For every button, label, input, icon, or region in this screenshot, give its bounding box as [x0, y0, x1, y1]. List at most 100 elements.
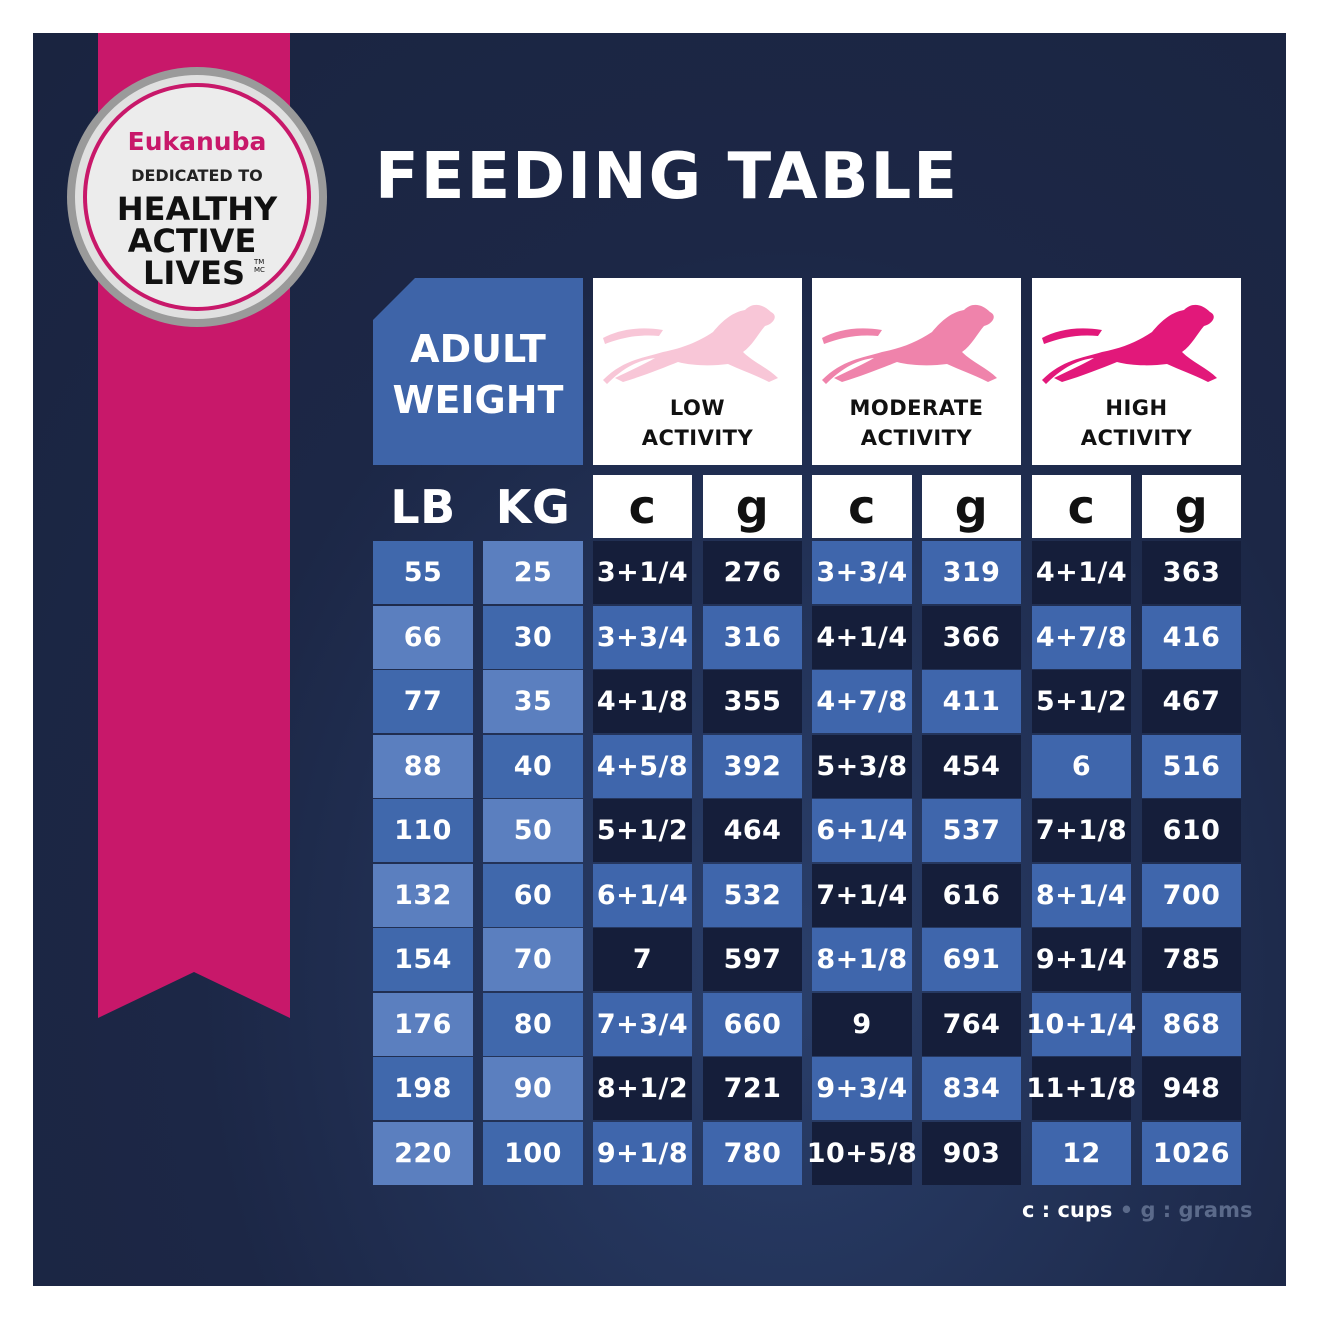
table-cell: 66	[373, 605, 473, 669]
table-cell: 464	[703, 799, 802, 862]
activity-label: ACTIVITY	[860, 426, 973, 450]
table-cell: 4+1/4	[812, 605, 912, 669]
table-cell: 392	[703, 734, 802, 798]
table-cell: 7+1/8	[1032, 799, 1131, 862]
activity-label: LOW	[669, 396, 726, 420]
table-cell: 4+5/8	[593, 734, 692, 798]
table-cell: 6+1/4	[593, 863, 692, 927]
badge-line: LIVES	[143, 254, 245, 292]
activity-label: MODERATE	[849, 396, 984, 420]
table-cell: 7+3/4	[593, 992, 692, 1056]
table-cell: 6	[1032, 734, 1131, 798]
table-cell: 903	[922, 1121, 1021, 1185]
dog-icon	[822, 304, 997, 384]
activity-label: ACTIVITY	[641, 426, 754, 450]
weight-header: WEIGHT	[393, 378, 564, 422]
table-cell: 355	[703, 670, 802, 733]
table-cell: 25	[483, 541, 583, 604]
weight-header: ADULT	[410, 327, 546, 371]
table-cell: 700	[1142, 863, 1241, 927]
table-cell: 3+3/4	[812, 541, 912, 604]
badge-line: ACTIVE	[128, 222, 257, 260]
table-cell: 60	[483, 863, 583, 927]
title: FEEDING TABLE	[375, 140, 959, 214]
badge-tagline: DEDICATED TO	[131, 166, 263, 185]
legend-grams: g : grams	[1140, 1198, 1253, 1222]
trademark: MC	[254, 266, 265, 274]
table-cell: 785	[1142, 928, 1241, 991]
table-cell: 780	[703, 1121, 802, 1185]
table-cell: 9	[812, 992, 912, 1056]
table-cell: 198	[373, 1057, 473, 1120]
table-cell: 7	[593, 928, 692, 991]
table-cell: 411	[922, 670, 1021, 733]
table-cell: 764	[922, 992, 1021, 1056]
table-cell: 7+1/4	[812, 863, 912, 927]
table-cell: 154	[373, 928, 473, 991]
table-cell: 8+1/4	[1032, 863, 1131, 927]
table-cell: 80	[483, 992, 583, 1056]
table-cell: 9+3/4	[812, 1057, 912, 1120]
unit-header: g	[1142, 475, 1241, 538]
activity-label: ACTIVITY	[1080, 426, 1193, 450]
activity-label: HIGH	[1105, 396, 1168, 420]
unit-header: c	[1032, 475, 1131, 538]
dog	[822, 304, 997, 384]
table-cell: 176	[373, 992, 473, 1056]
table-cell: 616	[922, 863, 1021, 927]
badge-face	[87, 87, 307, 307]
dog	[1042, 304, 1217, 384]
table-cell: 132	[373, 863, 473, 927]
table-cell: 467	[1142, 670, 1241, 733]
table-cell: 77	[373, 670, 473, 733]
weight-header-box	[373, 278, 583, 465]
table-cell: 70	[483, 928, 583, 991]
table-cell: 30	[483, 605, 583, 669]
table-cell: 868	[1142, 992, 1241, 1056]
table-cell: 55	[373, 541, 473, 604]
table-cell: 8+1/8	[812, 928, 912, 991]
trademark: TM	[253, 258, 264, 266]
table-cell: 416	[1142, 605, 1241, 669]
table-cell: 660	[703, 992, 802, 1056]
table-cell: 366	[922, 605, 1021, 669]
table-cell: 88	[373, 734, 473, 798]
table-cell: 363	[1142, 541, 1241, 604]
unit-header: g	[703, 475, 802, 538]
table-cell: 4+1/4	[1032, 541, 1131, 604]
table-cell: 5+1/2	[593, 799, 692, 862]
dog-icon	[603, 304, 778, 384]
table-cell: 40	[483, 734, 583, 798]
table-cell: 834	[922, 1057, 1021, 1120]
badge-line: HEALTHY	[117, 190, 278, 228]
table-cell: 1026	[1142, 1121, 1241, 1185]
table-cell: 3+3/4	[593, 605, 692, 669]
table-cell: 8+1/2	[593, 1057, 692, 1120]
table-cell: 516	[1142, 734, 1241, 798]
table-cell: 6+1/4	[812, 799, 912, 862]
unit-header: c	[593, 475, 692, 538]
table-cell: 12	[1032, 1121, 1131, 1185]
table-cell: 90	[483, 1057, 583, 1120]
table-cell: 4+7/8	[1032, 605, 1131, 669]
badge-brand: Eukanuba	[128, 127, 267, 156]
table-cell: 100	[483, 1121, 583, 1185]
table-cell: 4+1/8	[593, 670, 692, 733]
unit-header: g	[922, 475, 1021, 538]
table-cell: 316	[703, 605, 802, 669]
table-cell: 454	[922, 734, 1021, 798]
table-cell: 3+1/4	[593, 541, 692, 604]
table-cell: 610	[1142, 799, 1241, 862]
table-cell: 220	[373, 1121, 473, 1185]
table-cell: 10+5/8	[807, 1121, 917, 1185]
table-cell: 4+7/8	[812, 670, 912, 733]
table-cell: 9+1/4	[1032, 928, 1131, 991]
table-cell: 597	[703, 928, 802, 991]
table-cell: 319	[922, 541, 1021, 604]
legend: c : cups • g : grams	[1022, 1198, 1252, 1222]
table-cell: 537	[922, 799, 1021, 862]
table-cell: 10+1/4	[1026, 992, 1136, 1056]
table-cell: 276	[703, 541, 802, 604]
